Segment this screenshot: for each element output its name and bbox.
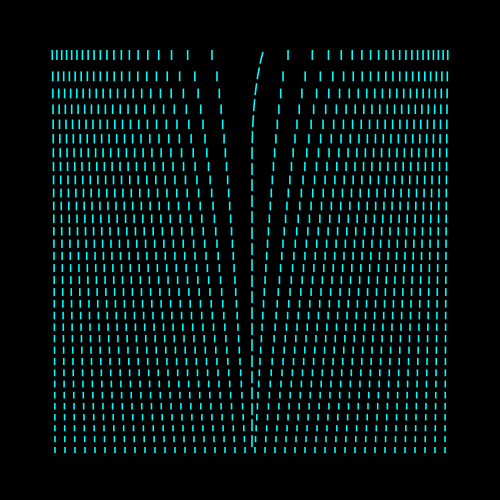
dash-group	[51, 50, 449, 453]
center-spine	[251, 51, 264, 450]
